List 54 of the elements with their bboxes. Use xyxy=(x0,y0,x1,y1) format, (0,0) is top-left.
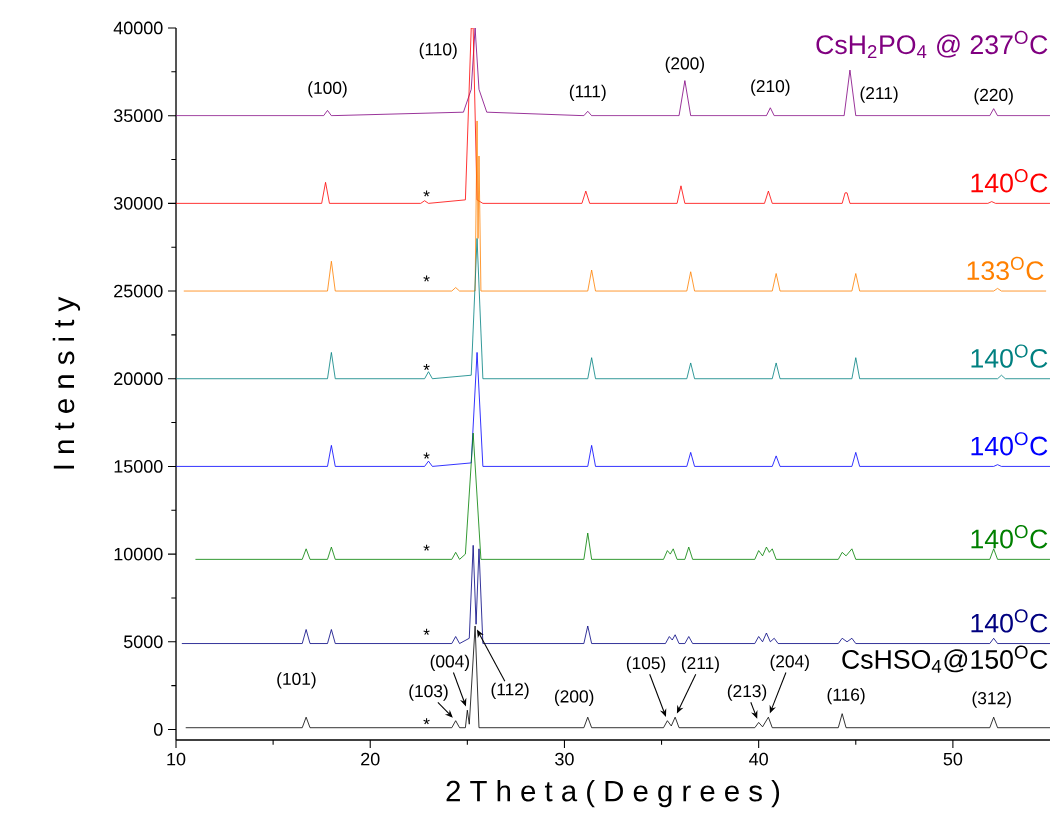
y-tick-label: 40000 xyxy=(113,21,163,35)
annotation: (111) xyxy=(569,84,606,101)
annotation: (101) xyxy=(277,672,316,689)
annotation: (105) xyxy=(626,656,666,673)
series-label: 140$^{O}$C xyxy=(971,525,1048,549)
annotation: (103) xyxy=(409,684,448,701)
annotation: * xyxy=(423,718,430,725)
series-label: 140$^{O}$C xyxy=(971,432,1048,456)
line-series xyxy=(183,120,1047,292)
y-tick-label: 25000 xyxy=(114,284,163,298)
series-label: 140$^{O}$C xyxy=(971,169,1048,193)
annotation: (110) xyxy=(419,42,457,59)
annotation: (210) xyxy=(751,79,790,96)
annotation: * xyxy=(423,190,430,197)
annotation: (116) xyxy=(827,688,865,705)
annotation: (200) xyxy=(665,56,705,73)
x-tick-label: 10 xyxy=(167,752,186,766)
y-tick-label: 0 xyxy=(153,723,163,736)
annotation: * xyxy=(423,275,430,282)
y-tick-label: 5000 xyxy=(123,635,163,649)
series-label: 140$^{O}$C xyxy=(971,609,1048,633)
y-tick-label: 30000 xyxy=(113,196,163,210)
y-tick-label: 10000 xyxy=(114,547,163,561)
annotation: (220) xyxy=(974,88,1013,105)
x-tick-label: 50 xyxy=(943,752,963,766)
annotation: (213) xyxy=(727,684,767,701)
series-label: CsHSO$_{4}$@150$^{O}$C xyxy=(842,645,1048,673)
y-tick-label: 15000 xyxy=(114,460,163,473)
line-series xyxy=(176,238,1050,380)
y-axis-title: I n t e n s i t y xyxy=(52,296,81,469)
annotation: * xyxy=(423,452,430,459)
annotation: (211) xyxy=(681,656,719,673)
series-label: 140$^{O}$C xyxy=(971,344,1048,368)
annotation: (211) xyxy=(860,86,898,103)
series-label: 133$^{O}$C xyxy=(967,256,1044,281)
annotation: (204) xyxy=(770,654,809,671)
annotation: * xyxy=(423,364,430,371)
annotation: (312) xyxy=(972,691,1011,708)
x-axis-title: 2 T h e t a ( D e g r e e s ) xyxy=(446,779,780,808)
annotation: (004) xyxy=(430,654,470,671)
series-label: CsH$_{2}$PO$_{4}$ @ 237$^{O}$C xyxy=(816,30,1048,59)
y-tick-label: 35000 xyxy=(113,109,163,123)
line-series xyxy=(176,27,1050,204)
x-tick-label: 30 xyxy=(555,752,574,766)
annotation: (112) xyxy=(491,682,529,699)
annotation: * xyxy=(423,628,430,635)
x-tick-label: 20 xyxy=(361,752,380,766)
annotation: (100) xyxy=(308,81,347,98)
annotation: (200) xyxy=(554,689,594,706)
y-tick-label: 20000 xyxy=(114,372,163,386)
line-series xyxy=(195,432,1050,560)
annotation: * xyxy=(423,544,430,551)
line-series xyxy=(176,27,1050,117)
x-tick-label: 40 xyxy=(749,752,768,766)
